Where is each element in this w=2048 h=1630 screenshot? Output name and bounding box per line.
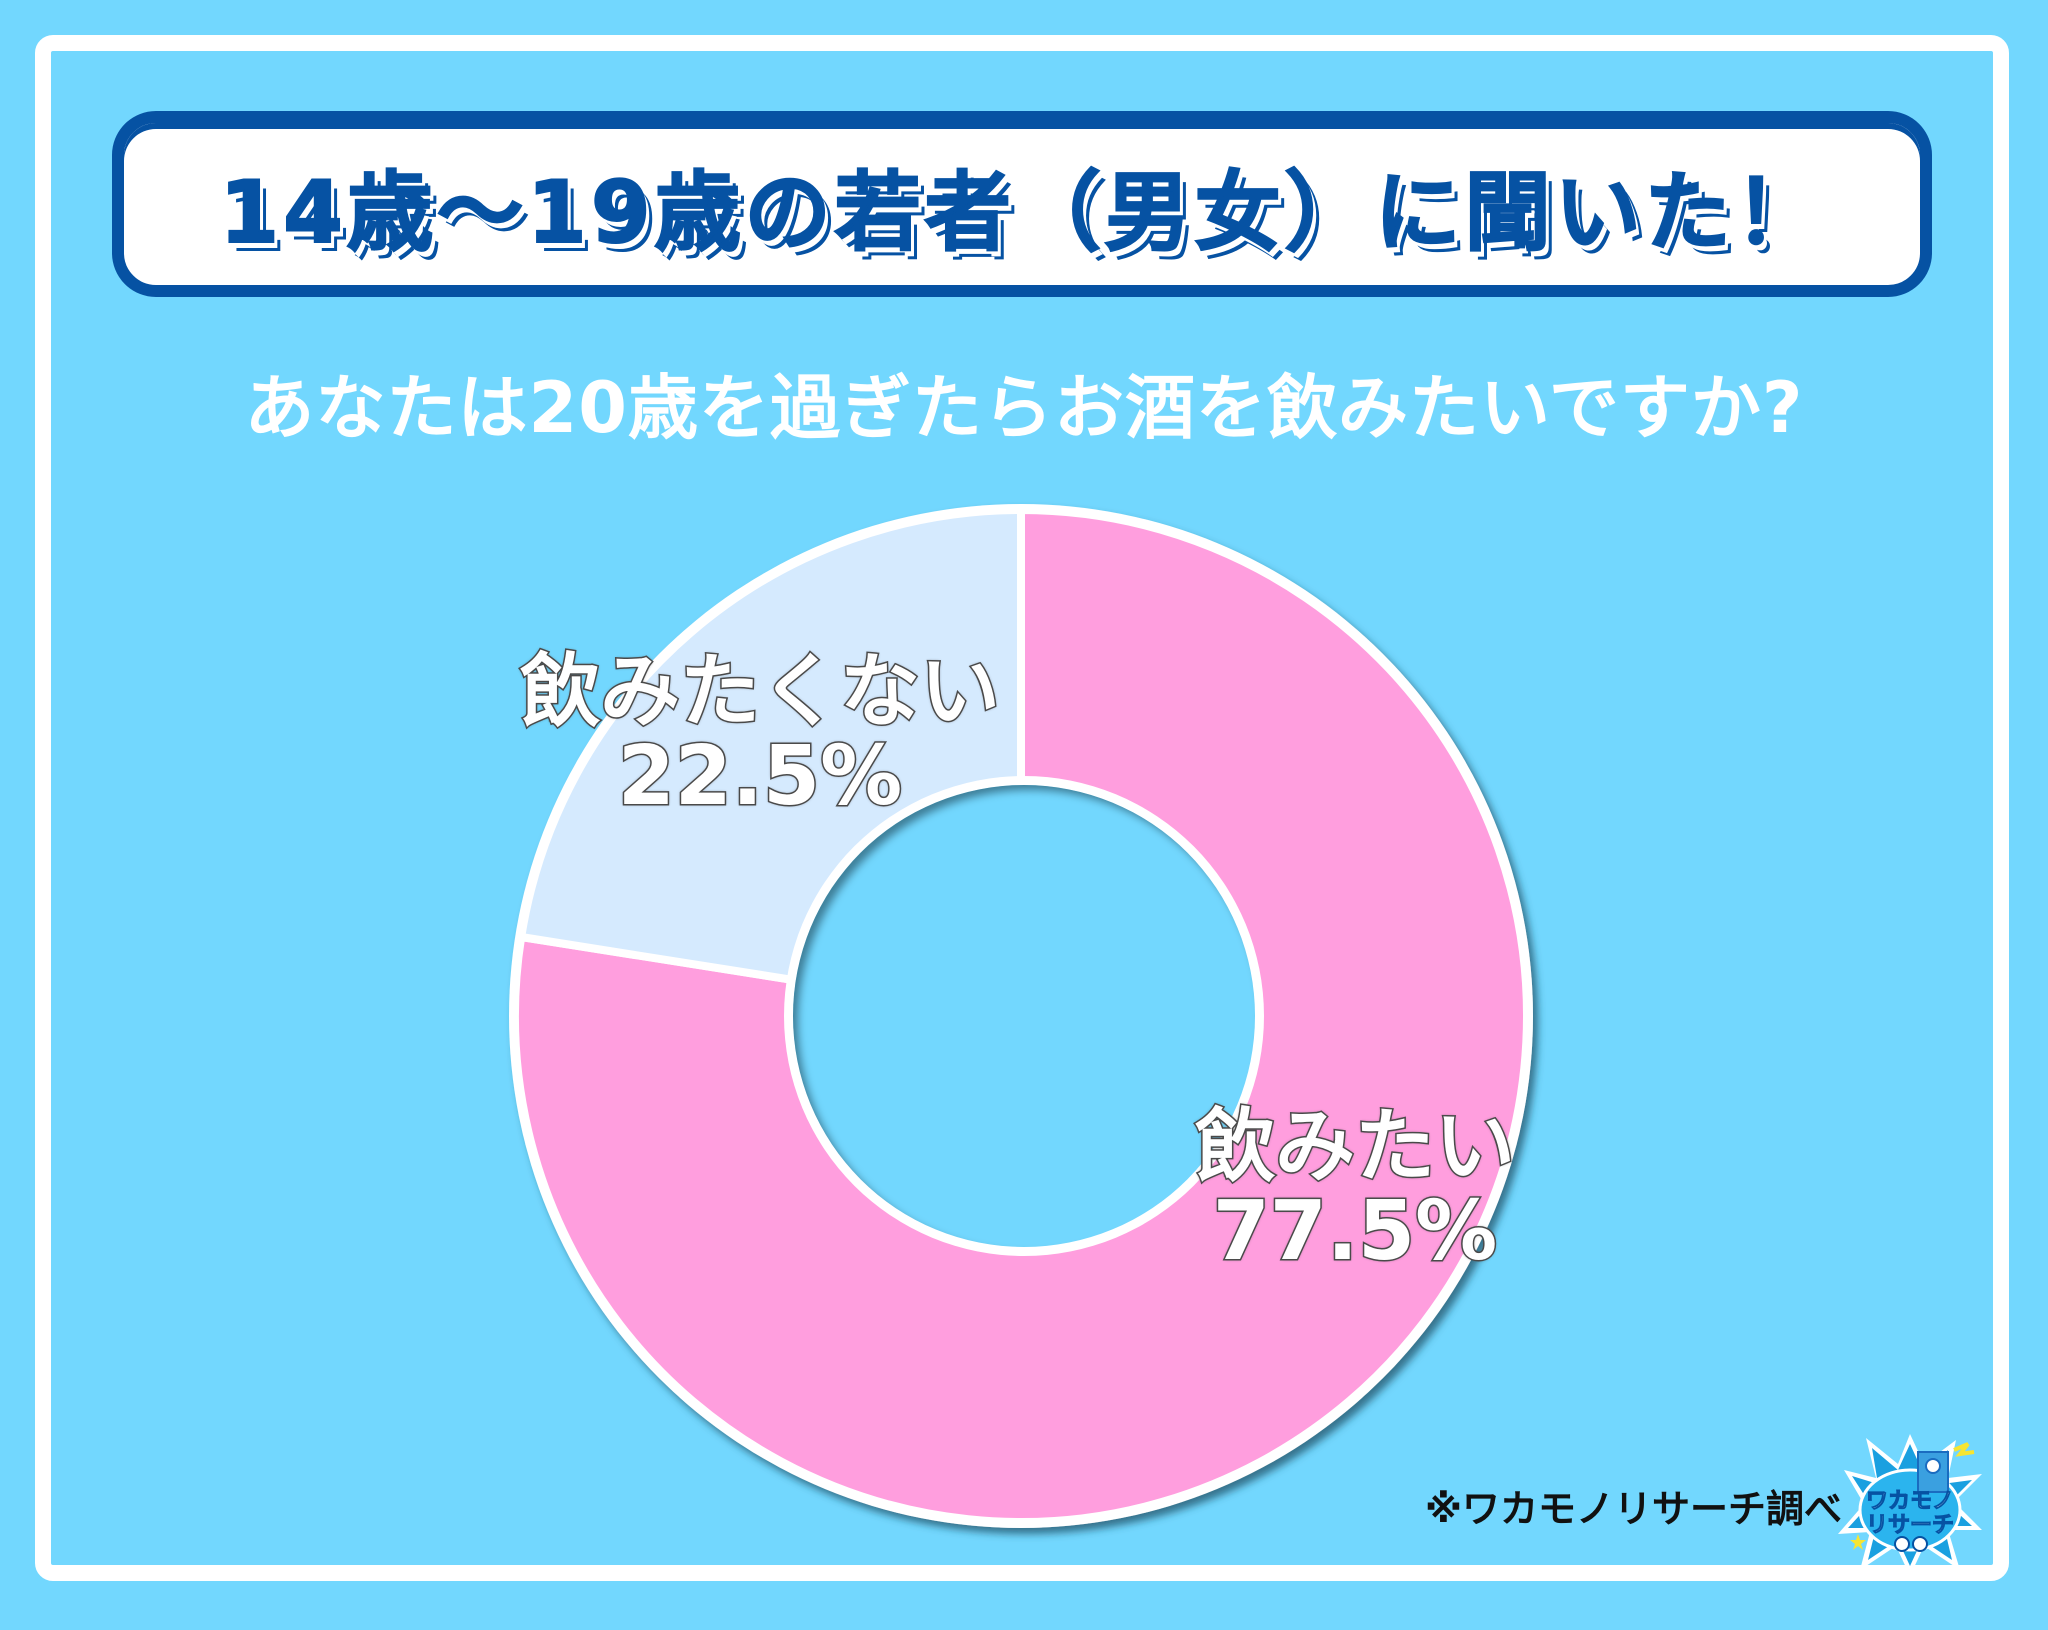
page-title: 14歳～19歳の若者（男女）に聞いた！: [218, 162, 1825, 264]
label-yes: 飲みたい 77.5%: [1165, 1100, 1545, 1279]
label-yes-name: 飲みたい: [1194, 1100, 1517, 1193]
label-no-percent: 22.5%: [616, 729, 903, 824]
label-yes-percent: 77.5%: [1211, 1184, 1498, 1279]
header-banner: 14歳～19歳の若者（男女）に聞いた！: [112, 111, 1932, 297]
outer-frame: [35, 35, 2009, 1581]
donut-hole: [793, 785, 1255, 1247]
survey-question: あなたは20歳を過ぎたらお酒を飲みたいですか?: [244, 367, 1804, 449]
svg-text:ワカモノ: ワカモノ: [1866, 1489, 1954, 1514]
label-no-name: 飲みたくない: [519, 645, 1002, 738]
svg-text:リサーチ: リサーチ: [1866, 1513, 1954, 1538]
label-no: 飲みたくない 22.5%: [485, 645, 1035, 824]
wakamono-research-logo-icon: ワカモノ リサーチ: [1838, 1434, 1982, 1576]
slice-yes: [511, 506, 1531, 1526]
source-note: ※ワカモノリサーチ調べ: [1425, 1487, 1842, 1531]
